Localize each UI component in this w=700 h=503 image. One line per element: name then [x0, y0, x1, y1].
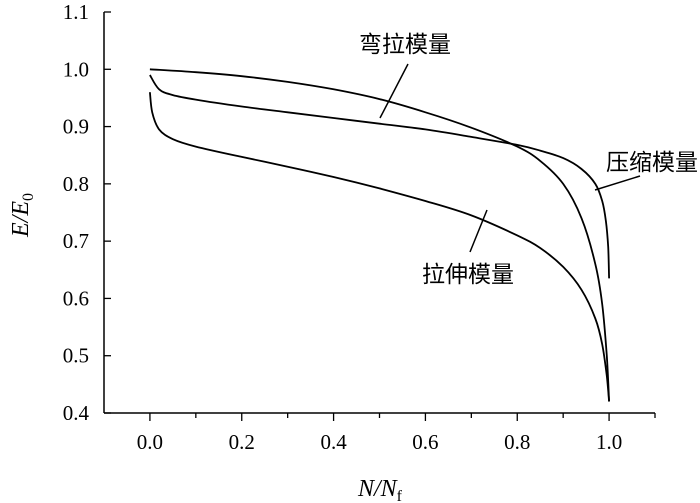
x-tick-label: 0.2	[229, 430, 255, 454]
leader-line-flexural	[379, 63, 409, 119]
y-tick-label: 1.1	[63, 0, 89, 24]
leader-line-compression	[594, 175, 641, 191]
y-axis-title-subscript: 0	[20, 193, 37, 201]
leader-line-tension	[469, 209, 488, 253]
y-axis-title: E/E0	[8, 193, 37, 238]
x-axis-title: N/Nf	[357, 476, 403, 503]
series-lines	[149, 68, 610, 402]
x-axis-title-subscript: f	[397, 488, 403, 503]
ticks: 0.4 0.5 0.6 0.7 0.8 0.9 1.0 1.1 0.0 0.2 0.4 0.6 0.8 1…	[63, 0, 656, 454]
series-line-flexural	[149, 68, 610, 402]
y-tick-label: 0.4	[63, 401, 90, 425]
annotation-flexural: 弯拉模量	[359, 32, 451, 58]
x-tick-label: 0.0	[137, 430, 163, 454]
x-tick-label: 0.4	[320, 430, 347, 454]
annotation-tension: 拉伸模量	[422, 262, 514, 288]
y-tick-label: 0.7	[63, 229, 89, 253]
y-axis-title-main: E/E	[8, 201, 34, 238]
annotation-compression: 压缩模量	[606, 150, 698, 176]
annotations: 弯拉模量 压缩模量 拉伸模量	[359, 32, 698, 288]
x-tick-label: 1.0	[596, 430, 622, 454]
y-tick-label: 0.8	[63, 172, 89, 196]
y-tick-label: 0.9	[63, 115, 89, 139]
y-tick-label: 1.0	[63, 57, 89, 81]
y-tick-label: 0.5	[63, 344, 89, 368]
y-tick-label: 0.6	[63, 286, 89, 310]
x-tick-label: 0.6	[412, 430, 438, 454]
x-tick-label: 0.8	[504, 430, 530, 454]
series-line-compression	[149, 74, 610, 279]
x-axis-title-main: N/N	[357, 476, 399, 502]
series-line-tension	[149, 92, 610, 402]
